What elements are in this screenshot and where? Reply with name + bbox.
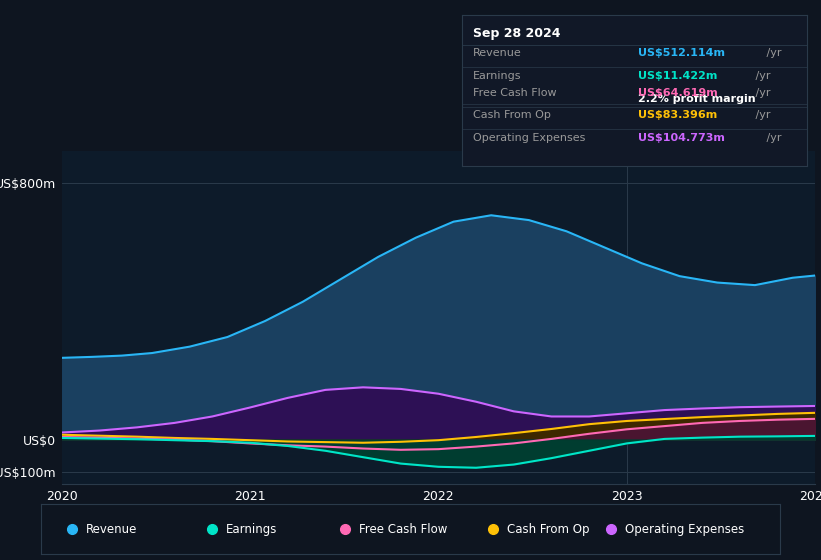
Text: Revenue: Revenue (473, 48, 521, 58)
Text: /yr: /yr (752, 88, 770, 99)
Text: Sep 28 2024: Sep 28 2024 (473, 27, 560, 40)
Text: Earnings: Earnings (473, 71, 521, 81)
Text: 2.2% profit margin: 2.2% profit margin (638, 94, 755, 104)
Text: /yr: /yr (752, 71, 770, 81)
Text: Free Cash Flow: Free Cash Flow (473, 88, 556, 99)
Text: /yr: /yr (764, 48, 782, 58)
Text: US$83.396m: US$83.396m (638, 110, 718, 120)
Text: Cash From Op: Cash From Op (507, 522, 589, 536)
Text: US$64.619m: US$64.619m (638, 88, 718, 99)
Text: US$104.773m: US$104.773m (638, 133, 725, 143)
Text: /yr: /yr (752, 110, 770, 120)
Text: /yr: /yr (764, 133, 782, 143)
Text: Revenue: Revenue (85, 522, 137, 536)
Text: Operating Expenses: Operating Expenses (625, 522, 744, 536)
Text: Operating Expenses: Operating Expenses (473, 133, 585, 143)
Text: US$11.422m: US$11.422m (638, 71, 718, 81)
Text: Earnings: Earnings (226, 522, 277, 536)
Text: Free Cash Flow: Free Cash Flow (359, 522, 447, 536)
Text: US$512.114m: US$512.114m (638, 48, 725, 58)
Text: Cash From Op: Cash From Op (473, 110, 550, 120)
